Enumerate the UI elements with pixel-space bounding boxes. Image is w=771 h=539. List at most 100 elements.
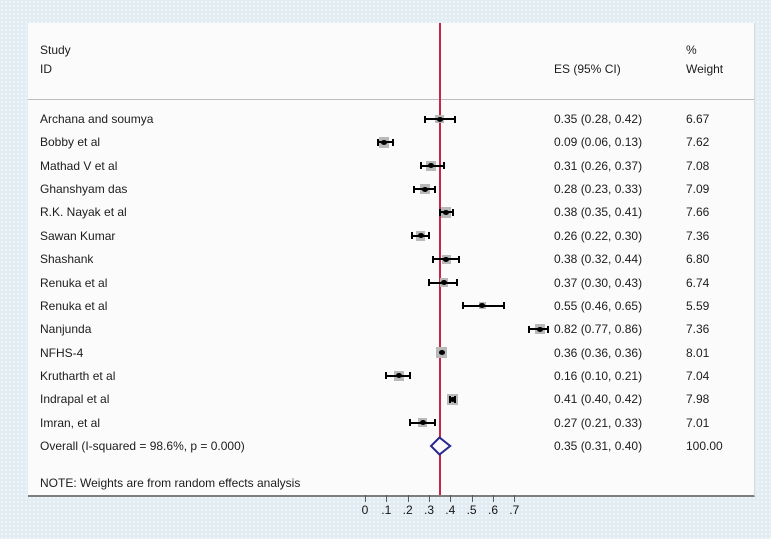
point-estimate-marker [417,233,424,239]
point-estimate-marker [438,350,445,355]
ci-cap-right [451,208,454,216]
ci-cap-left [410,232,413,240]
study-weight-value: 7.09 [686,182,710,197]
axis-tick-label: .4 [445,503,456,517]
study-es-value: 0.09 (0.06, 0.13) [554,135,643,150]
column-header-id: ID [40,62,52,76]
point-estimate-marker [381,139,388,145]
column-header-weight: Weight [686,62,724,76]
point-estimate-marker [443,256,450,262]
point-estimate-marker [421,186,428,192]
overall-weight-value: 100.00 [686,438,723,453]
ci-cap-left [376,138,379,146]
study-es-value: 0.26 (0.22, 0.30) [554,228,643,243]
study-es-value: 0.38 (0.32, 0.44) [554,252,643,267]
study-label: Indrapal et al [40,392,110,407]
axis-tick-label: .1 [381,503,392,517]
ci-cap-right [455,279,458,286]
ci-cap-left [413,185,416,193]
ci-cap-left [423,115,426,123]
ci-cap-left [408,419,411,427]
ci-cap-left [385,372,388,380]
axis-tick [386,495,388,502]
axis-tick [429,495,430,502]
overall-es-value: 0.35 (0.31, 0.40) [554,438,643,453]
study-es-value: 0.38 (0.35, 0.41) [554,205,643,220]
ci-cap-right [547,325,550,333]
study-weight-value: 8.01 [686,345,710,360]
overall-diamond [429,436,452,456]
column-header-study: Study [40,43,71,57]
point-estimate-marker [419,420,426,426]
study-label: Imran, et al [40,415,101,430]
study-weight-value: 7.98 [686,392,710,407]
ci-cap-right [457,255,460,263]
study-weight-value: 7.08 [686,158,710,173]
study-es-value: 0.31 (0.26, 0.37) [554,158,643,173]
axis-tick-label: .2 [402,503,413,517]
study-weight-value: 7.36 [686,228,710,243]
point-estimate-marker [436,116,443,122]
axis-tick [365,495,366,502]
study-label: Bobby et al [40,135,101,150]
study-es-value: 0.16 (0.10, 0.21) [554,368,643,383]
ci-cap-left [428,279,430,286]
study-es-value: 0.55 (0.46, 0.65) [554,298,643,313]
ci-cap-right [391,138,394,146]
study-label: Renuka et al [40,275,108,290]
study-label: Archana and soumya [40,112,154,126]
ci-cap-right [442,162,445,170]
point-estimate-marker [396,373,403,379]
study-weight-value: 7.36 [686,322,710,337]
plot-area: Study ID ES (95% CI) % Weight Archana an… [28,23,755,497]
study-label: Krutharth et al [40,368,116,383]
axis-tick [514,495,516,502]
point-estimate-marker [440,280,447,285]
ci-cap-right [408,372,411,380]
point-estimate-marker [449,396,456,402]
overall-label: Overall (I-squared = 98.6%, p = 0.000) [40,438,245,453]
study-es-value: 0.28 (0.23, 0.33) [554,182,643,197]
ci-cap-right [434,185,437,193]
axis-tick-label: .6 [487,503,498,517]
ci-cap-right [434,419,437,427]
ci-cap-left [528,325,531,333]
ci-cap-left [462,302,465,310]
study-weight-value: 6.74 [686,275,710,290]
ci-cap-right [453,115,456,123]
axis-tick [471,495,473,502]
axis-tick-label: 0 [361,503,369,517]
study-label: R.K. Nayak et al [40,205,127,220]
column-header-percent: % [686,43,697,57]
study-weight-value: 6.80 [686,252,710,267]
study-weight-value: 7.66 [686,205,710,220]
study-es-value: 0.35 (0.28, 0.42) [554,112,643,126]
study-label: Renuka et al [40,298,108,313]
study-weight-value: 5.59 [686,298,710,313]
study-label: Mathad V et al [40,158,118,173]
point-estimate-marker [536,326,543,332]
note-text: NOTE: Weights are from random effects an… [40,476,301,490]
header-divider-line [28,99,754,100]
study-weight-value: 7.62 [686,135,710,150]
study-es-value: 0.37 (0.30, 0.43) [554,275,643,290]
ci-cap-right [428,232,430,240]
study-weight-value: 7.01 [686,415,710,430]
study-label: Nanjunda [40,322,92,337]
study-label: Sawan Kumar [40,228,116,243]
axis-tick-label: .3 [423,503,434,517]
ci-cap-left [438,208,441,216]
study-es-value: 0.82 (0.77, 0.86) [554,322,643,337]
column-header-es: ES (95% CI) [554,62,621,76]
study-es-value: 0.27 (0.21, 0.33) [554,415,643,430]
point-estimate-marker [479,303,486,309]
ci-cap-right [502,302,505,310]
axis-tick [407,495,409,502]
study-label: NFHS-4 [40,345,84,360]
axis-tick-label: .5 [466,503,477,517]
study-label: Ghanshyam das [40,182,128,197]
study-label: Shashank [40,252,94,267]
axis-tick [450,495,452,502]
ci-cap-left [432,255,435,263]
ci-cap-left [419,162,422,170]
